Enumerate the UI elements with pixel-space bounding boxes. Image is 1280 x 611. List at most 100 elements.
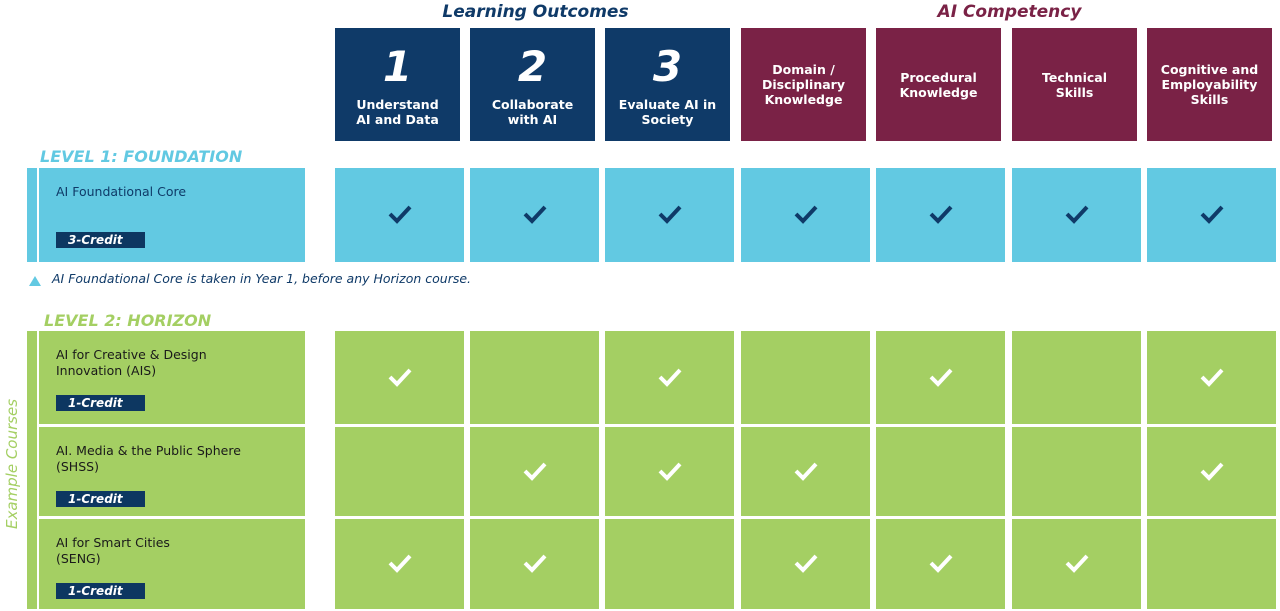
note-icon [29, 276, 41, 286]
checkmark [1200, 368, 1224, 387]
grid-cell [335, 519, 464, 609]
grid-cell [1012, 519, 1141, 609]
column-header: 3 Evaluate AI in Society [605, 28, 730, 141]
grid-cell [605, 519, 734, 609]
check-path [658, 462, 682, 481]
left-stripe [27, 168, 37, 262]
check-path [794, 205, 818, 224]
level1-title: LEVEL 1: FOUNDATION [40, 147, 243, 166]
course-name: AI Foundational Core [56, 184, 187, 199]
column-label: Technical Skills [1042, 69, 1107, 100]
column-label: Evaluate AI in Society [618, 96, 717, 127]
level2-title: LEVEL 2: HORIZON [44, 311, 212, 330]
column-label: Procedural Knowledge [899, 69, 978, 100]
column-header: Domain / Disciplinary Knowledge [741, 28, 866, 141]
column-label: Collaborate with AI [491, 96, 574, 127]
credit-badge: 1-Credit [56, 395, 145, 411]
course-name: AI for Creative & Design Innovation (AIS… [56, 347, 207, 378]
left-stripe [27, 331, 37, 609]
check-path [388, 205, 412, 224]
grid-cell [741, 331, 870, 424]
grid-cell [605, 331, 734, 424]
grid-cell [335, 168, 464, 262]
group-title: AI Competency [937, 2, 1082, 22]
check-path [1200, 205, 1224, 224]
grid-cell [335, 331, 464, 424]
column-label: Understand AI and Data [356, 96, 439, 127]
credit-badge: 1-Credit [56, 491, 145, 507]
checkmark [388, 368, 412, 387]
grid-cell [470, 168, 599, 262]
grid-cell [1147, 519, 1276, 609]
course-name: AI for Smart Cities (SENG) [56, 535, 170, 566]
check-path [523, 554, 547, 573]
checkmark [794, 462, 818, 481]
grid-cell [1147, 168, 1276, 262]
checkmark [388, 205, 412, 224]
grid-cell [1012, 427, 1141, 516]
checkmark [523, 205, 547, 224]
column-header: Technical Skills [1012, 28, 1137, 141]
check-path [794, 554, 818, 573]
outcome-number: 3 [652, 41, 683, 91]
checkmark [1065, 554, 1089, 573]
grid-cell [741, 168, 870, 262]
checkmark [658, 368, 682, 387]
checkmark [523, 554, 547, 573]
checkmark [929, 205, 953, 224]
column-header: Procedural Knowledge [876, 28, 1001, 141]
checkmark [388, 554, 412, 573]
grid-cell [605, 427, 734, 516]
check-path [1200, 368, 1224, 387]
checkmark [1200, 205, 1224, 224]
column-label: Cognitive and Employability Skills [1160, 62, 1259, 107]
grid-cell [876, 168, 1005, 262]
check-path [523, 462, 547, 481]
grid-cell [605, 168, 734, 262]
grid-cell [470, 427, 599, 516]
outcome-number: 2 [517, 41, 548, 91]
grid-cell [470, 519, 599, 609]
checkmark [523, 462, 547, 481]
column-header: 1 Understand AI and Data [335, 28, 460, 141]
checkmark [794, 205, 818, 224]
checkmark [1065, 205, 1089, 224]
grid-cell [470, 331, 599, 424]
column-header: Cognitive and Employability Skills [1147, 28, 1272, 141]
grid-cell [1012, 331, 1141, 424]
note: AI Foundational Core is taken in Year 1,… [52, 271, 472, 286]
check-path [388, 554, 412, 573]
credit-badge: 3-Credit [56, 232, 145, 248]
check-path [523, 205, 547, 224]
column-label: Domain / Disciplinary Knowledge [762, 62, 845, 107]
check-path [794, 462, 818, 481]
grid-cell [1012, 168, 1141, 262]
check-path [1065, 205, 1089, 224]
credit-badge: 1-Credit [56, 583, 145, 599]
check-path [929, 368, 953, 387]
checkmark [658, 205, 682, 224]
check-path [658, 205, 682, 224]
checkmark [929, 554, 953, 573]
check-path [929, 554, 953, 573]
grid-cell [876, 427, 1005, 516]
checkmark [1200, 462, 1224, 481]
check-path [658, 368, 682, 387]
outcome-number: 1 [382, 41, 413, 91]
grid-cell [741, 427, 870, 516]
grid-cell [876, 331, 1005, 424]
check-path [1065, 554, 1089, 573]
column-header: 2 Collaborate with AI [470, 28, 595, 141]
check-path [388, 368, 412, 387]
side-label: Example Courses [3, 398, 21, 530]
check-path [929, 205, 953, 224]
grid-cell [741, 519, 870, 609]
grid-cell [335, 427, 464, 516]
grid-cell [876, 519, 1005, 609]
checkmark [794, 554, 818, 573]
group-title: Learning Outcomes [442, 2, 629, 22]
check-path [1200, 462, 1224, 481]
checkmark [658, 462, 682, 481]
grid-cell [1147, 331, 1276, 424]
